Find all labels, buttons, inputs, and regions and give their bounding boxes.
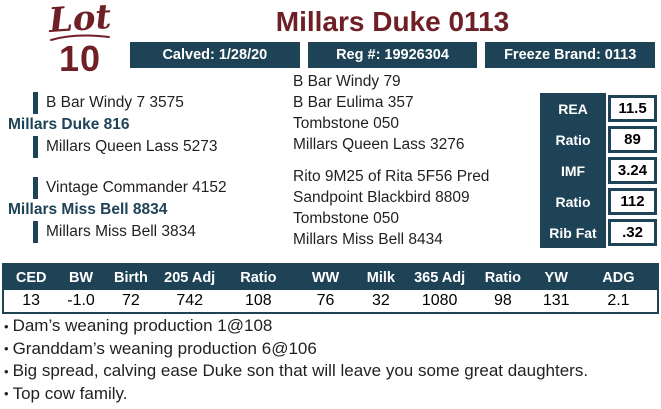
pedigree-dam-dam: Millars Miss Bell 3834 [33,221,227,243]
performance-table: CED BW Birth 205 Adj Ratio WW Milk 365 A… [2,263,659,314]
stat-label-rea: REA [540,93,606,124]
stat-value-imf-ratio: 112 [608,188,657,215]
note-line: • Dam’s weaning production 1@108 [4,315,588,338]
pedigree-dam-ancestors: Rito 9M25 of Rita 5F56 Pred Sandpoint Bl… [293,166,489,250]
value-birth: 72 [122,292,140,309]
value-ratio-ww: 108 [245,292,272,309]
value-ww: 76 [316,292,335,309]
col-header-ratio-ww: Ratio [240,269,277,286]
pedigree-sire-name: Millars Duke 816 [8,116,130,133]
note-text: Top cow family. [12,383,128,403]
col-header-365adj: 365 Adj [414,269,466,286]
note-text: Big spread, calving ease Duke son that w… [12,361,589,381]
ancestor-name: Tombstone 050 [293,115,399,132]
value-ced: 13 [22,292,41,309]
value-adg: 2.1 [607,292,630,309]
banner-row: Calved: 1/28/20 Reg #: 19926304 Freeze B… [130,42,656,68]
stat-label-rib-fat: Rib Fat [540,217,606,248]
note-text: Dam’s weaning production 1@108 [12,316,273,335]
ancestor-name: B Bar Windy 79 [293,73,401,90]
note-line: • Big spread, calving ease Duke son that … [4,360,588,383]
bullet-icon: • [4,341,9,357]
stat-label-imf: IMF [540,155,606,186]
stat-value-rea-ratio: 89 [608,126,657,153]
lot-underline-flourish [50,34,110,41]
ancestor-name: Sandpoint Blackbird 8809 [293,189,470,206]
pedigree-sire-sire: B Bar Windy 7 3575 [33,92,217,114]
carcass-stats-box: REA 11.5 Ratio 89 IMF 3.24 Ratio 112 Rib… [540,93,657,248]
lot-notes: • Dam’s weaning production 1@108 • Grandda… [4,315,588,405]
calved-banner: Calved: 1/28/20 [130,42,300,68]
stat-label-rea-ratio: Ratio [540,124,606,155]
reg-number-banner: Reg #: 19926304 [307,42,478,68]
bullet-icon: • [4,318,9,334]
col-header-ced: CED [15,269,47,286]
animal-name-title: Millars Duke 0113 [275,6,510,37]
value-bw: -1.0 [67,292,95,309]
value-205adj: 742 [176,292,204,309]
bullet-icon: • [4,363,9,379]
ancestor-name: Millars Queen Lass 3276 [293,136,465,153]
pedigree-sire-dam: Millars Queen Lass 5273 [33,136,217,158]
stat-value-rib-fat: .32 [608,219,657,246]
col-header-205adj: 205 Adj [164,269,216,286]
stat-value-imf: 3.24 [608,157,657,184]
value-milk: 32 [371,292,390,309]
bullet-icon: • [4,386,9,402]
performance-table-header-row: CED BW Birth 205 Adj Ratio WW Milk 365 A… [4,265,657,290]
col-header-birth: Birth [114,269,148,286]
ancestor-name: Tombstone 050 [293,210,399,227]
stat-label-imf-ratio: Ratio [540,186,606,217]
value-ratio-yw: 98 [493,292,512,309]
lot-number: 10 [58,37,102,79]
ancestor-name: B Bar Eulima 357 [293,94,414,111]
col-header-adg: ADG [602,269,635,286]
pedigree-sire-group: B Bar Windy 7 3575 Millars Duke 816 Mill… [0,92,217,158]
lot-label: Lot [47,0,113,42]
ancestor-name: Rito 9M25 of Rita 5F56 Pred [293,168,490,185]
note-text: Granddam’s weaning production 6@106 [12,338,317,358]
col-header-yw: YW [544,269,568,286]
pedigree-dam-name: Millars Miss Bell 8834 [8,201,168,218]
value-yw: 131 [542,292,570,309]
pedigree-dam-group: Vintage Commander 4152 Millars Miss Bell… [0,177,227,243]
freeze-brand-banner: Freeze Brand: 0113 [485,42,656,68]
col-header-bw: BW [68,269,94,286]
col-header-milk: Milk [366,269,395,286]
pedigree-sire-ancestors: B Bar Windy 79 B Bar Eulima 357 Tombston… [293,71,464,155]
lot-block: Lot 10 [42,0,118,79]
stat-value-rea: 11.5 [608,95,657,122]
value-365adj: 1080 [421,292,458,309]
ancestor-name: Millars Miss Bell 8434 [293,231,443,248]
performance-table-value-row: 13 -1.0 72 742 108 76 32 1080 98 131 2.1 [4,290,657,312]
note-line: • Top cow family. [4,383,588,406]
col-header-ww: WW [311,269,340,286]
note-line: • Granddam’s weaning production 6@106 [4,338,588,361]
pedigree-dam-sire: Vintage Commander 4152 [33,177,227,199]
col-header-ratio-yw: Ratio [484,269,521,286]
